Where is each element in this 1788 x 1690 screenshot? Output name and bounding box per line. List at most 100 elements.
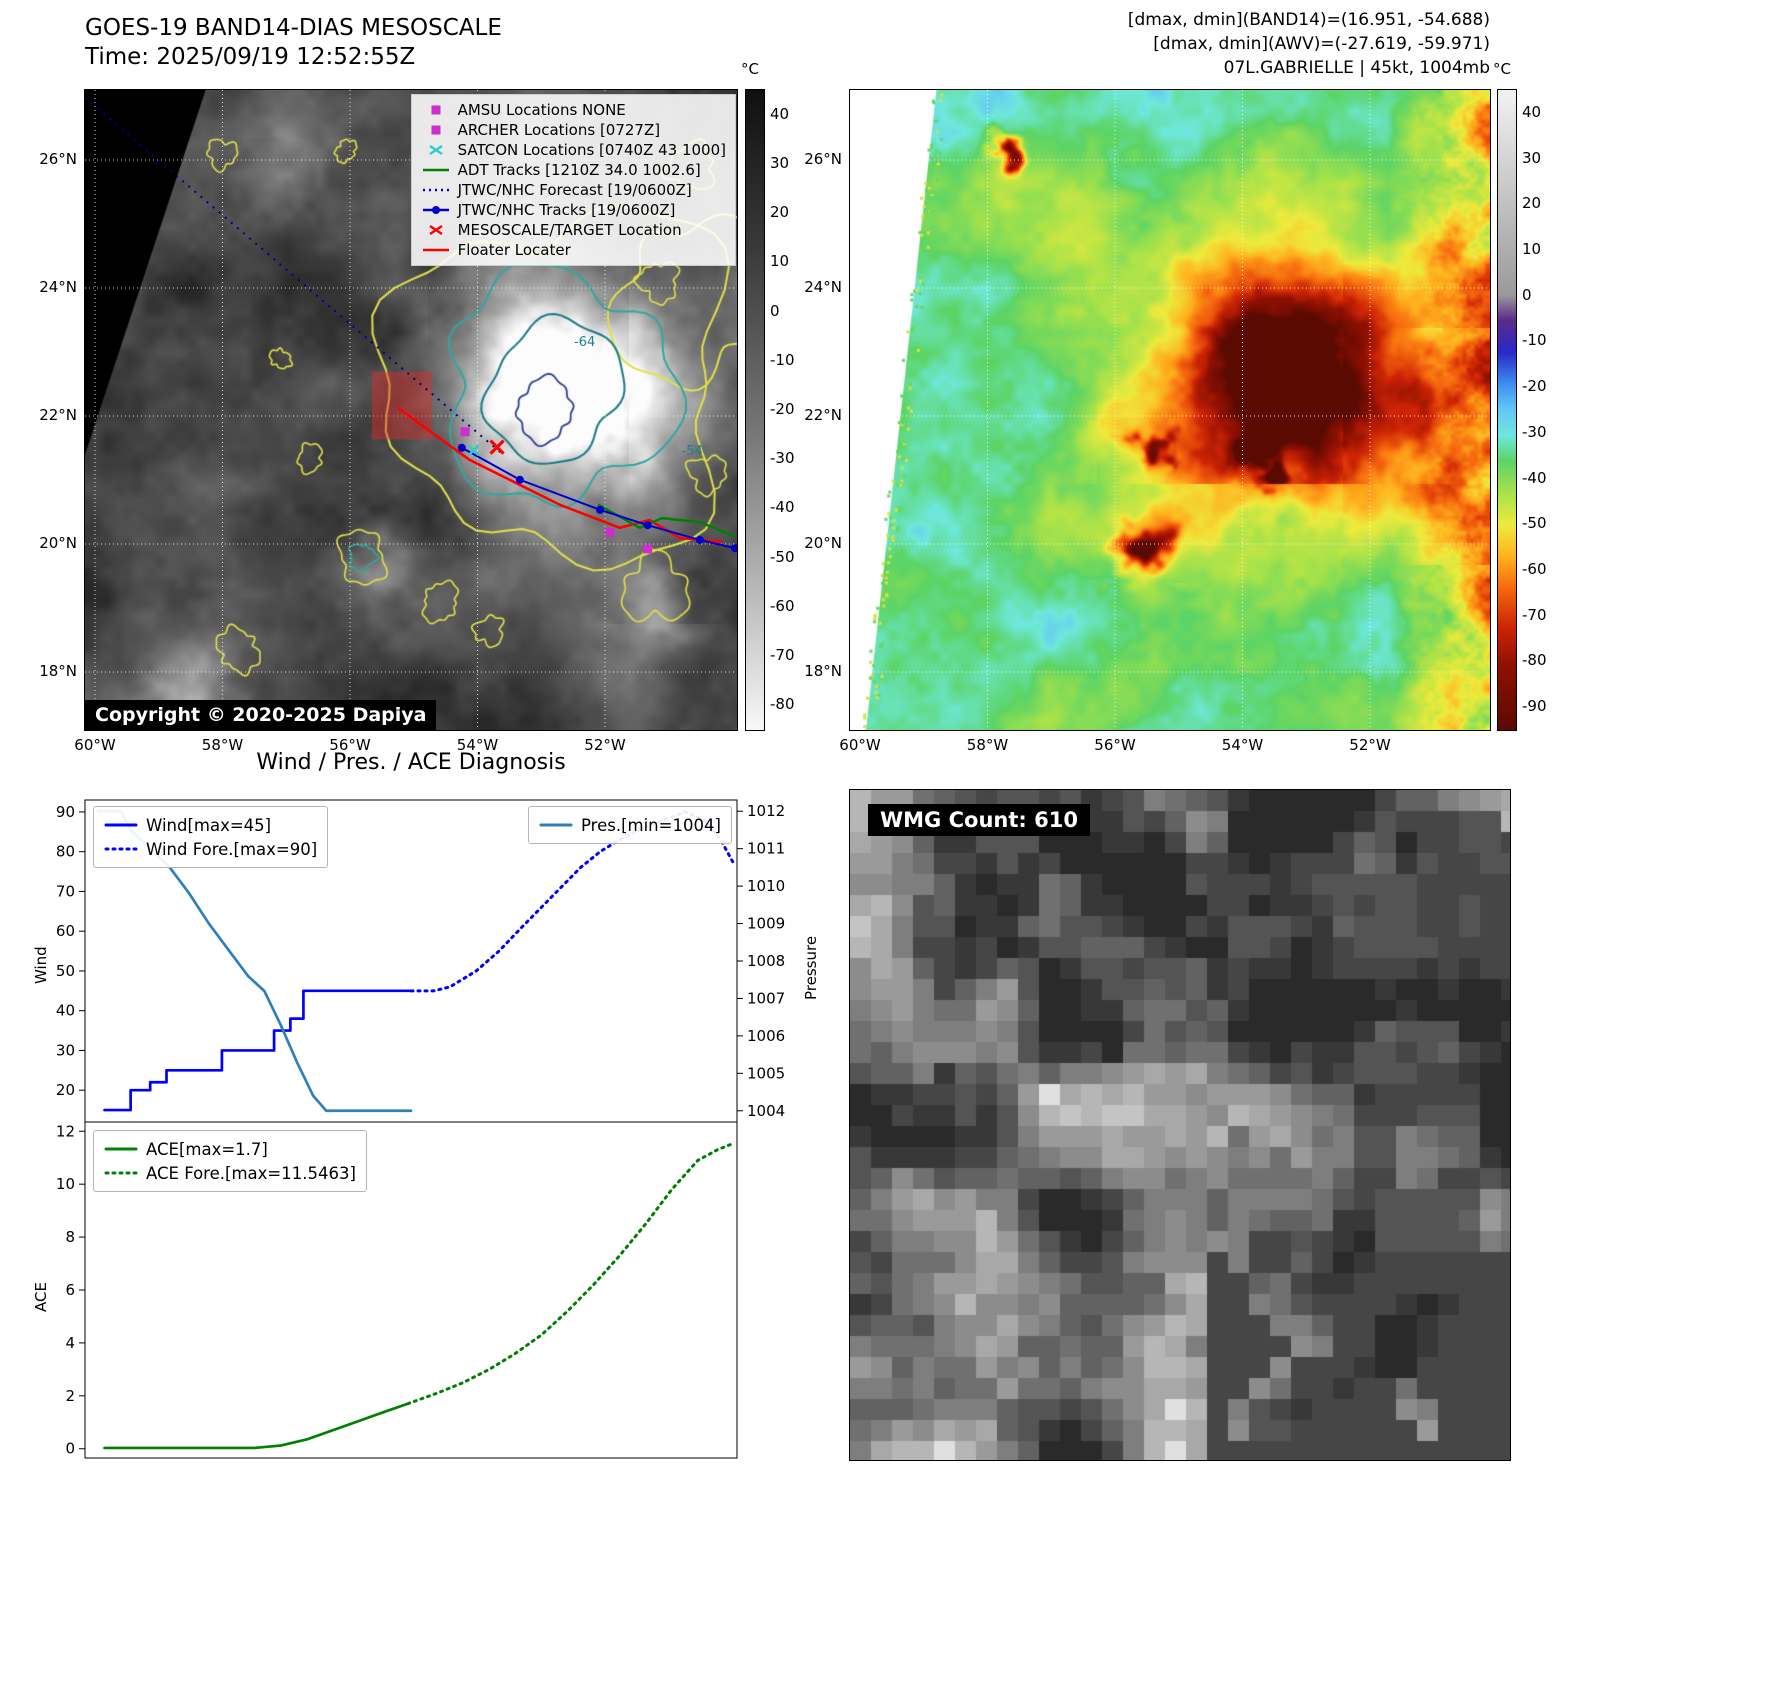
- lon-tick-label: 58°W: [201, 736, 244, 754]
- colorbar-tick-label: 40: [770, 104, 790, 123]
- lat-tick-label: 18°N: [39, 662, 77, 680]
- y-tick-label-right: 1012: [747, 802, 785, 820]
- awv-satellite-image: [850, 90, 1490, 730]
- chart-legend-item: ACE[max=1.7]: [104, 1137, 356, 1161]
- lon-tick-label: 58°W: [966, 736, 1009, 754]
- colorbar-tick-label: -80: [770, 695, 795, 714]
- colorbar-tick-label: 30: [1522, 148, 1542, 167]
- colorbar-tick-label: -60: [770, 596, 795, 615]
- colorbar-tick-label: -70: [1522, 605, 1547, 624]
- y-tick-label: 2: [65, 1387, 75, 1405]
- band14-colorbar: 40 30 20 10 0 -10 -20 -30 -40 -50 -60 -70 -80: [745, 89, 795, 731]
- solid-line-icon: [104, 823, 138, 827]
- copyright-label: Copyright © 2020-2025 Dapiya: [85, 700, 437, 730]
- chart-legend-item: Pres.[min=1004]: [539, 813, 721, 837]
- colorbar-tick-label: 40: [1522, 102, 1542, 121]
- legend-item: SATCON Locations [0740Z 43 1000]: [421, 140, 726, 160]
- legend-item: ADT Tracks [1210Z 34.0 1002.6]: [421, 160, 726, 180]
- legend-item-label: ARCHER Locations [0727Z]: [457, 121, 661, 139]
- y-tick-label-right: 1006: [747, 1027, 785, 1045]
- panel1-title: GOES-19 BAND14-DIAS MESOSCALE: [85, 15, 502, 41]
- y-tick-label: 20: [56, 1081, 75, 1099]
- chart-legend-label: Wind Fore.[max=90]: [146, 839, 318, 859]
- pressure-axis-label: Pressure: [802, 935, 820, 1000]
- solid-line-icon: [104, 1147, 138, 1151]
- lat-tick-label: 20°N: [39, 534, 77, 552]
- lat-tick-label: 22°N: [804, 406, 842, 424]
- band14-colorbar-unit: °C: [741, 60, 759, 78]
- series-ace-max-1-7-: [103, 1402, 410, 1450]
- goes19-band14-map: -64 -54 AMSU Locations NONE ARCHER Locatio…: [84, 89, 738, 731]
- colorbar-tick-label: 20: [1522, 194, 1542, 213]
- legend-item-label: ADT Tracks [1210Z 34.0 1002.6]: [457, 161, 701, 179]
- legend-item-label: Floater Locater: [457, 241, 571, 259]
- y-tick-label: 60: [56, 922, 75, 940]
- ace-legend: ACE[max=1.7] ACE Fore.[max=11.5463]: [93, 1130, 367, 1192]
- colorbar-tick-label: -40: [1522, 468, 1547, 487]
- legend-item: MESOSCALE/TARGET Location: [421, 220, 726, 240]
- chart-legend-label: Pres.[min=1004]: [581, 815, 721, 835]
- legend-item: Floater Locater: [421, 240, 726, 260]
- panel1-title-block: GOES-19 BAND14-DIAS MESOSCALE Time: 2025…: [85, 14, 502, 72]
- chart-legend-item: Wind Fore.[max=90]: [104, 837, 317, 861]
- line-dot-marker-icon: [422, 206, 449, 214]
- legend-item: JTWC/NHC Forecast [19/0600Z]: [421, 180, 726, 200]
- colorbar-tick-label: -70: [770, 646, 795, 665]
- dotted-line-icon: [104, 1171, 138, 1175]
- legend-item-label: AMSU Locations NONE: [457, 101, 626, 119]
- square-marker-icon: [431, 125, 441, 135]
- legend-item-label: JTWC/NHC Tracks [19/0600Z]: [457, 201, 676, 219]
- panel2-header-block: [dmax, dmin](BAND14)=(16.951, -54.688) […: [1128, 8, 1490, 80]
- map-legend: AMSU Locations NONE ARCHER Locations [072…: [410, 94, 736, 266]
- x-marker-icon: [428, 225, 443, 235]
- storm-info: 07L.GABRIELLE | 45kt, 1004mb: [1223, 58, 1490, 78]
- y-tick-label: 40: [56, 1002, 75, 1020]
- wind-legend: Wind[max=45] Wind Fore.[max=90]: [93, 806, 329, 868]
- awv-enhanced-map: [849, 89, 1491, 731]
- lat-tick-label: 22°N: [39, 406, 77, 424]
- y-tick-label-right: 1010: [747, 877, 785, 895]
- legend-item-label: SATCON Locations [0740Z 43 1000]: [457, 141, 726, 159]
- y-tick-label-right: 1007: [747, 989, 785, 1007]
- y-tick-label: 70: [56, 882, 75, 900]
- lat-tick-label: 26°N: [804, 150, 842, 168]
- legend-item: JTWC/NHC Tracks [19/0600Z]: [421, 200, 726, 220]
- chart-legend-item: Wind[max=45]: [104, 813, 317, 837]
- line-marker-icon: [422, 168, 449, 172]
- y-tick-label-right: 1008: [747, 952, 785, 970]
- colorbar-tick-label: 0: [770, 301, 780, 320]
- square-marker-icon: [431, 105, 441, 115]
- lat-tick-label: 24°N: [804, 278, 842, 296]
- y-tick-label-right: 1005: [747, 1064, 785, 1082]
- chart-legend-label: ACE[max=1.7]: [146, 1139, 268, 1159]
- dmax-dmin-band14: [dmax, dmin](BAND14)=(16.951, -54.688): [1127, 10, 1490, 30]
- colorbar-tick-label: -30: [1522, 422, 1547, 441]
- legend-item-label: MESOSCALE/TARGET Location: [457, 221, 682, 239]
- colorbar-tick-label: -80: [1522, 651, 1547, 670]
- y-tick-label-right: 1004: [747, 1102, 785, 1120]
- y-tick-label-right: 1011: [747, 840, 785, 858]
- dotted-line-icon: [104, 847, 138, 851]
- chart-legend-label: ACE Fore.[max=11.5463]: [146, 1163, 356, 1183]
- legend-item: ARCHER Locations [0727Z]: [421, 120, 726, 140]
- lon-tick-label: 60°W: [74, 736, 116, 754]
- y-tick-label: 10: [56, 1175, 75, 1193]
- y-tick-label: 90: [56, 803, 75, 821]
- pressure-legend: Pres.[min=1004]: [528, 806, 732, 844]
- lon-tick-label: 52°W: [584, 736, 626, 754]
- colorbar-tick-label: -10: [770, 350, 795, 369]
- colorbar-tick-label: -40: [770, 498, 795, 517]
- colorbar-tick-label: -60: [1522, 560, 1547, 578]
- lon-tick-label: 54°W: [456, 736, 499, 754]
- colorbar-tick-label: 10: [1522, 240, 1542, 258]
- colorbar-tick-label: 0: [1522, 285, 1532, 304]
- y-tick-label: 8: [65, 1228, 75, 1246]
- series-ace-fore-max-11-5463-: [406, 1141, 736, 1406]
- colorbar-tick-label: -90: [1522, 697, 1547, 716]
- y-tick-label: 80: [56, 843, 75, 861]
- lon-tick-label: 56°W: [329, 736, 371, 754]
- colorbar-tick-label: -20: [770, 400, 795, 418]
- colorbar-tick-label: -50: [1522, 514, 1547, 533]
- lat-tick-label: 20°N: [804, 534, 842, 552]
